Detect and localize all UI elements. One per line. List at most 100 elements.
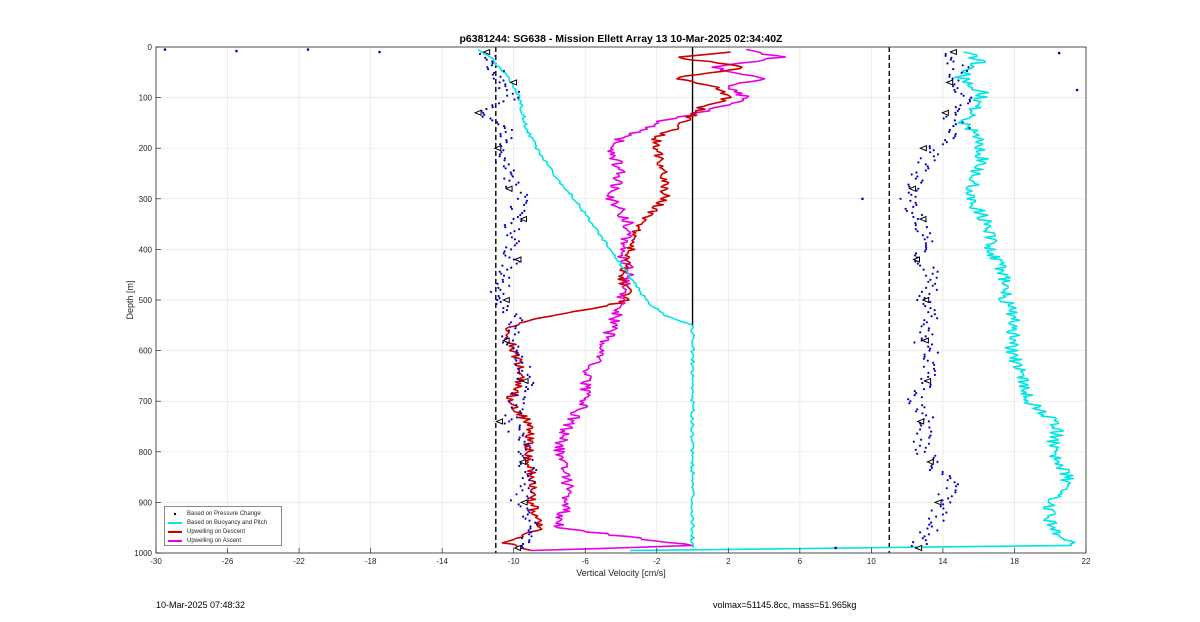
pressure-point <box>484 56 487 59</box>
pressure-point <box>498 81 501 84</box>
pressure-point <box>953 481 956 484</box>
pressure-marker <box>923 377 932 385</box>
pressure-point <box>499 132 502 136</box>
plot-content <box>163 47 1079 553</box>
pressure-point <box>949 477 952 480</box>
pressure-point <box>518 426 521 429</box>
pressure-point <box>915 203 918 206</box>
pressure-point <box>535 468 538 472</box>
pressure-point <box>954 489 957 492</box>
pressure-marker <box>493 144 502 152</box>
pressure-outlier-point <box>834 546 837 550</box>
pressure-point <box>524 195 527 198</box>
pressure-point <box>954 123 958 126</box>
pressure-point <box>491 62 494 65</box>
pressure-point <box>912 440 915 443</box>
pressure-marker <box>482 48 491 56</box>
pressure-point <box>932 155 936 158</box>
pressure-point <box>927 345 930 348</box>
pressure-point <box>526 475 530 478</box>
pressure-point <box>489 117 492 120</box>
pressure-point <box>490 64 493 67</box>
pressure-point <box>913 394 916 397</box>
pressure-point <box>915 189 918 192</box>
pressure-point <box>499 143 502 146</box>
pressure-point <box>524 448 528 451</box>
x-tick-label: -22 <box>293 557 305 566</box>
pressure-point <box>499 288 502 291</box>
pressure-point <box>923 535 926 538</box>
pressure-point <box>510 266 513 269</box>
pressure-point <box>923 355 926 358</box>
pressure-point <box>497 294 500 298</box>
pressure-point <box>954 106 957 109</box>
pressure-point <box>515 394 518 397</box>
pressure-point <box>512 169 515 172</box>
legend-item: Based on Pressure Change <box>165 509 281 518</box>
pressure-marker <box>918 215 927 223</box>
pressure-point <box>481 115 484 118</box>
pressure-point <box>952 85 955 88</box>
pressure-point <box>916 432 919 435</box>
legend-item: Based on Buoyancy and Pitch <box>165 518 281 527</box>
y-tick-label: 800 <box>139 448 153 457</box>
pressure-point <box>923 353 926 356</box>
pressure-point <box>508 420 511 423</box>
pressure-point <box>927 442 931 445</box>
pressure-point <box>941 499 944 502</box>
pressure-point <box>917 187 920 190</box>
pressure-point <box>519 213 522 217</box>
pressure-point <box>517 240 521 243</box>
pressure-point <box>515 262 518 265</box>
pressure-point <box>933 313 937 316</box>
pressure-point <box>916 217 920 221</box>
pressure-point <box>528 375 531 378</box>
pressure-point <box>521 542 525 546</box>
pressure-point <box>916 408 919 411</box>
pressure-point <box>915 410 918 413</box>
x-tick-label: -10 <box>508 557 520 566</box>
pressure-point <box>529 531 533 534</box>
pressure-point <box>522 456 526 459</box>
pressure-point <box>529 525 532 528</box>
pressure-point <box>947 497 950 500</box>
pressure-point <box>958 107 961 111</box>
pressure-outlier-point <box>163 48 167 51</box>
pressure-point <box>911 211 914 215</box>
pressure-point <box>521 434 524 437</box>
pressure-point <box>954 90 957 93</box>
pressure-point <box>523 203 526 206</box>
pressure-point <box>952 137 955 140</box>
pressure-point <box>505 309 508 312</box>
pressure-point <box>519 485 522 488</box>
pressure-point <box>924 244 928 247</box>
pressure-point <box>936 351 940 354</box>
pressure-point <box>513 238 517 241</box>
x-tick-label: -18 <box>365 557 377 566</box>
pressure-point <box>518 424 522 427</box>
y-tick-label: 200 <box>139 144 153 153</box>
pressure-point <box>515 242 518 245</box>
pressure-point <box>499 135 502 138</box>
pressure-point <box>941 470 944 474</box>
pressure-point <box>930 315 933 318</box>
pressure-point <box>494 161 497 164</box>
pressure-point <box>498 153 502 156</box>
pressure-point <box>486 66 489 69</box>
pressure-point <box>530 473 533 476</box>
pressure-point <box>511 339 515 342</box>
pressure-point <box>926 236 929 239</box>
pressure-point <box>948 73 951 76</box>
pressure-point <box>485 107 488 111</box>
pressure-point <box>508 276 511 279</box>
pressure-point <box>515 183 518 186</box>
pressure-point <box>920 438 923 441</box>
pressure-outlier-point <box>306 48 310 51</box>
pressure-point <box>505 185 508 188</box>
pressure-point <box>521 319 524 322</box>
pressure-point <box>929 383 932 387</box>
pressure-point <box>925 414 928 417</box>
pressure-outlier-point <box>1075 88 1079 92</box>
pressure-point <box>908 185 911 188</box>
